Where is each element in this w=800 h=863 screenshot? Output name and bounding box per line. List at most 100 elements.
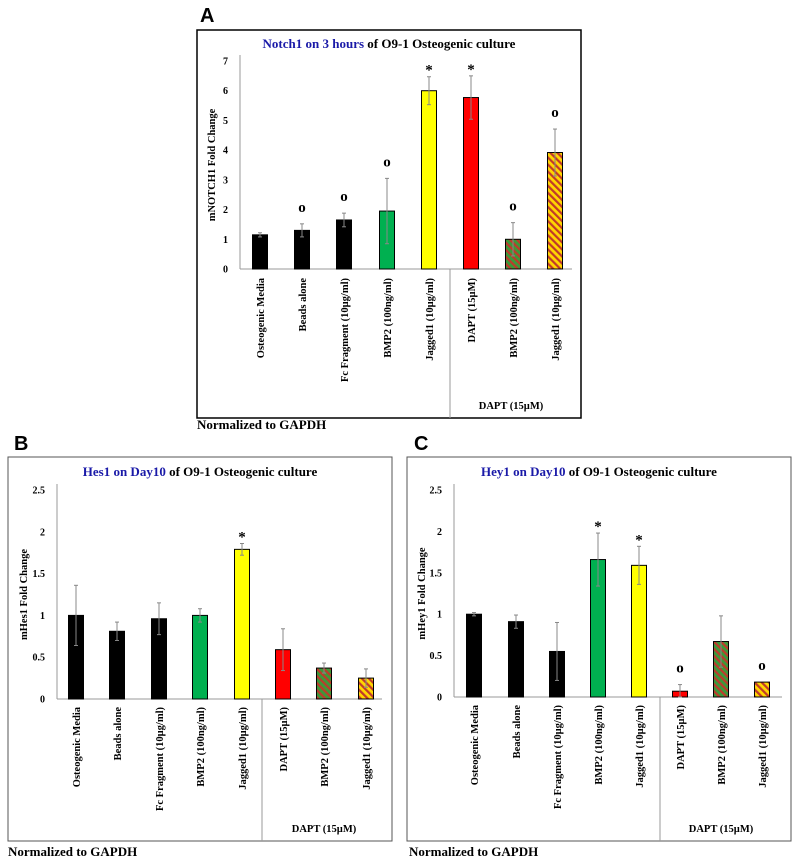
panel-letter: A [200, 5, 214, 27]
group-label: DAPT (15µM) [479, 401, 544, 412]
title-rest: of O9-1 Osteogenic culture [566, 464, 718, 479]
x-tick-label: Fc Fragment (10µg/ml) [340, 277, 351, 382]
y-tick-label: 0.5 [33, 653, 46, 664]
title-highlight: Hes1 on Day10 [83, 464, 166, 479]
normalization-note: Normalized to GAPDH [197, 417, 326, 432]
y-tick-label: 1 [223, 235, 228, 246]
bar [631, 564, 647, 698]
y-axis-label: mHey1 Fold Change [417, 547, 428, 640]
x-tick-label: Fc Fragment (10µg/ml) [553, 704, 564, 809]
y-tick-label: 0 [223, 265, 228, 276]
y-tick-label: 5 [223, 116, 228, 127]
x-tick-label: Osteogenic Media [470, 704, 481, 785]
significance-asterisk: * [594, 519, 602, 535]
y-tick-label: 1.5 [430, 568, 443, 579]
bar [252, 234, 268, 270]
title-rest: of O9-1 Osteogenic culture [166, 464, 318, 479]
x-tick-label: Fc Fragment (10µg/ml) [155, 706, 166, 811]
bar-group: * [421, 63, 437, 270]
x-tick-label: Jagged1 (10µg/ml) [551, 277, 562, 360]
plot-frame [7, 456, 393, 842]
bar [466, 613, 482, 698]
bar-group [275, 628, 291, 700]
x-tick-label: Jagged1 (10µg/ml) [635, 704, 646, 787]
bar-group: o [672, 661, 688, 698]
significance-circle: o [509, 199, 517, 215]
bar-group [252, 232, 268, 270]
bar [463, 97, 479, 270]
bar-group [109, 621, 125, 700]
y-tick-label: 0 [437, 693, 442, 704]
normalization-note: Normalized to GAPDH [409, 844, 538, 859]
chart-title: Hes1 on Day10 of O9-1 Osteogenic culture [83, 464, 318, 479]
bar [109, 630, 125, 700]
bar [421, 90, 437, 270]
title-highlight: Hey1 on Day10 [481, 464, 566, 479]
x-tick-label: Osteogenic Media [256, 277, 267, 358]
y-axis-label: mNOTCH1 Fold Change [207, 108, 218, 221]
x-tick-label: Beads alone [512, 705, 523, 759]
bar-group: o [379, 154, 395, 270]
y-tick-label: 7 [223, 57, 228, 68]
bar-group: * [590, 519, 606, 698]
y-tick-label: 1.5 [33, 569, 46, 580]
bar-group [151, 602, 167, 700]
significance-asterisk: * [238, 530, 246, 546]
bar [192, 614, 208, 700]
y-tick-label: 2.5 [33, 486, 46, 497]
x-tick-label: DAPT (15µM) [676, 705, 687, 770]
panel-b: B Hes1 on Day10 of O9-1 Osteogenic cultur… [7, 433, 393, 859]
significance-circle: o [340, 189, 348, 205]
y-tick-label: 3 [223, 175, 228, 186]
x-tick-label: BMP2 (100ng/ml) [320, 707, 331, 787]
bar-group: o [294, 200, 310, 270]
x-tick-label: DAPT (15µM) [279, 707, 290, 772]
significance-asterisk: * [425, 63, 433, 79]
bar-group: o [754, 658, 770, 698]
significance-circle: o [758, 658, 766, 674]
x-tick-label: Beads alone [298, 278, 309, 332]
plot-frame [196, 29, 582, 419]
panel-letter: B [14, 433, 28, 455]
y-tick-label: 6 [223, 86, 228, 97]
chart-title: Notch1 on 3 hours of O9-1 Osteogenic cul… [263, 36, 516, 51]
y-tick-label: 0 [40, 695, 45, 706]
bar-group [316, 662, 332, 700]
significance-asterisk: * [467, 62, 475, 78]
x-tick-label: BMP2 (100ng/ml) [717, 705, 728, 785]
panel-letter: C [414, 433, 428, 455]
plot-frame [406, 456, 792, 842]
bar-group [713, 615, 729, 698]
x-tick-label: Jagged1 (10µg/ml) [362, 706, 373, 789]
bar-group [508, 614, 524, 698]
y-tick-label: 1 [437, 610, 442, 621]
significance-circle: o [383, 154, 391, 170]
title-rest: of O9-1 Osteogenic culture [364, 36, 516, 51]
y-tick-label: 2 [223, 205, 228, 216]
bar [234, 548, 250, 700]
x-tick-label: BMP2 (100ng/ml) [383, 278, 394, 358]
chart-title: Hey1 on Day10 of O9-1 Osteogenic culture [481, 464, 717, 479]
x-tick-label: Jagged1 (10µg/ml) [238, 706, 249, 789]
x-tick-label: Beads alone [113, 707, 124, 761]
significance-circle: o [676, 661, 684, 677]
bar-group: o [547, 105, 563, 270]
bar-group: * [234, 530, 250, 700]
bar [754, 681, 770, 698]
significance-asterisk: * [635, 532, 643, 548]
bar-group [466, 612, 482, 698]
x-tick-label: BMP2 (100ng/ml) [509, 278, 520, 358]
title-highlight: Notch1 on 3 hours [263, 36, 365, 51]
x-tick-label: DAPT (15µM) [467, 278, 478, 343]
bar-group: * [463, 62, 479, 270]
y-tick-label: 1 [40, 611, 45, 622]
bar-group: o [336, 189, 352, 270]
group-label: DAPT (15µM) [689, 824, 754, 835]
bar [336, 219, 352, 270]
x-tick-label: Jagged1 (10µg/ml) [425, 277, 436, 360]
y-tick-label: 2.5 [430, 486, 443, 497]
panel-c: C Hey1 on Day10 of O9-1 Osteogenic cultur… [406, 433, 792, 859]
bar-group: o [505, 199, 521, 270]
y-axis-label: mHes1 Fold Change [19, 549, 30, 640]
